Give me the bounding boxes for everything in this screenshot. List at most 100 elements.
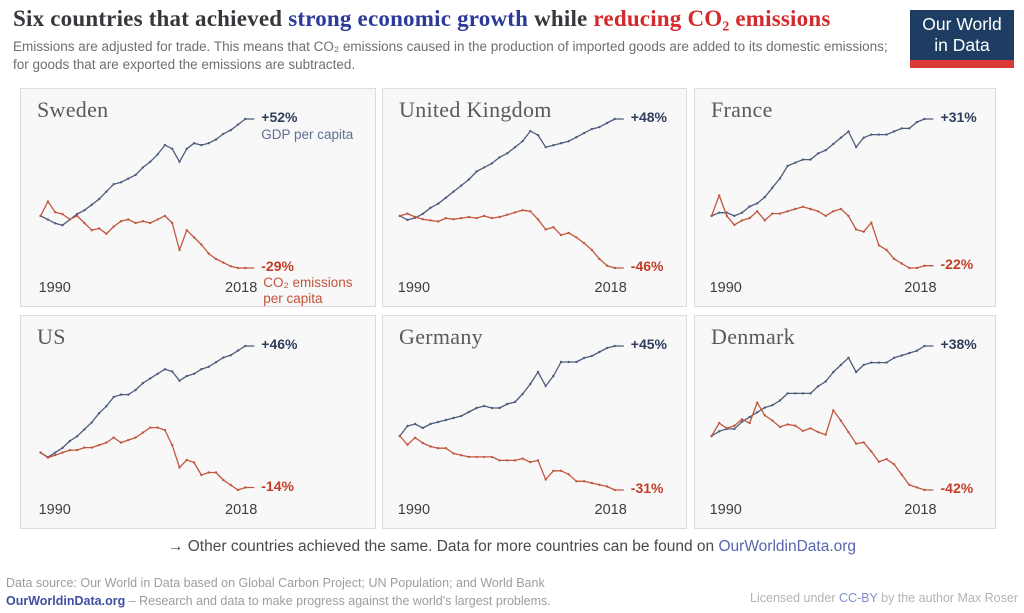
gdp-line-point — [490, 162, 494, 165]
co2-line-point — [490, 455, 494, 459]
gdp-change-label: +46% — [261, 336, 298, 352]
gdp-line-point — [590, 127, 593, 131]
gdp-line-point — [605, 346, 609, 350]
gdp-line-point — [536, 370, 540, 374]
co2-line-point — [900, 473, 903, 476]
license-link[interactable]: CC-BY — [838, 591, 878, 605]
gdp-line-point — [885, 133, 888, 136]
country-title: US — [37, 324, 66, 349]
co2-line-point — [740, 219, 744, 222]
gdp-line-point — [847, 356, 850, 359]
co2-line-point — [771, 419, 774, 422]
gdp-line-point — [149, 160, 152, 163]
footnote: → Other countries achieved the same. Dat… — [0, 538, 1024, 556]
x-axis-end-year: 2018 — [225, 280, 258, 296]
gdp-line-point — [559, 360, 563, 364]
co2-line-point — [559, 233, 563, 237]
co2-line-point — [46, 200, 50, 203]
gdp-line-point — [513, 400, 517, 404]
co2-line-point — [54, 211, 57, 214]
co2-line-point — [575, 236, 578, 239]
co2-line-point — [809, 207, 812, 211]
gdp-line-point — [156, 153, 159, 156]
co2-line-point — [915, 266, 919, 270]
x-axis-start-year: 1990 — [38, 502, 71, 518]
co2-line-point — [83, 446, 86, 449]
x-axis-start-year: 1990 — [38, 280, 71, 296]
co2-line-point — [185, 229, 188, 232]
co2-line-point — [229, 265, 232, 268]
co2-line-point — [429, 219, 432, 222]
gdp-line-point — [460, 414, 463, 418]
gdp-line-point — [61, 224, 64, 227]
gdp-line-point — [748, 415, 751, 419]
co2-line-point — [605, 264, 609, 267]
co2-line-point — [171, 221, 174, 225]
co2-line-point — [559, 469, 563, 472]
co2-line-point — [536, 218, 540, 221]
x-axis-end-year: 2018 — [594, 502, 627, 518]
co2-line-point — [119, 441, 123, 444]
gdp-line-point — [718, 211, 721, 214]
co2-line-point — [575, 480, 578, 483]
gdp-line-point — [877, 361, 881, 364]
co2-line-point — [854, 442, 858, 445]
gdp-line-point — [582, 131, 586, 135]
co2-line-point — [718, 421, 721, 425]
co2-line-point — [444, 447, 448, 450]
gdp-line-point — [786, 164, 789, 168]
co2-line-point — [163, 214, 167, 218]
gdp-line-point — [90, 203, 94, 206]
co2-line-point — [923, 264, 926, 267]
license-pre: Licensed under — [750, 591, 839, 605]
gdp-line-point — [490, 406, 494, 410]
gdp-line-point — [771, 186, 774, 189]
co2-line-point — [521, 209, 524, 212]
co2-line-point — [413, 215, 417, 219]
gdp-line-point — [452, 416, 455, 420]
gdp-line-point — [544, 384, 547, 388]
footnote-link[interactable]: OurWorldinData.org — [718, 538, 857, 555]
gdp-line-point — [529, 382, 532, 386]
gdp-line-point — [506, 402, 509, 406]
chart-panel-france: France +31% -22% 1990 2018 — [694, 88, 996, 307]
gdp-line-point — [134, 173, 137, 177]
gdp-line-point — [192, 372, 196, 375]
co2-line-point — [733, 223, 736, 227]
co2-line-point — [733, 424, 736, 427]
gdp-line-point — [892, 130, 896, 133]
gdp-line-point — [513, 146, 517, 149]
gdp-line-point — [794, 161, 797, 164]
license-line: Licensed under CC-BY by the author Max R… — [750, 591, 1018, 605]
co2-line-point — [39, 451, 42, 454]
co2-line-point — [134, 436, 137, 439]
brand-link[interactable]: OurWorldinData.org — [6, 594, 126, 609]
gdp-line-point — [127, 393, 130, 396]
gdp-line-point — [839, 363, 843, 367]
co2-line-point — [567, 473, 570, 476]
gdp-line-point — [763, 406, 766, 409]
co2-line-point — [801, 205, 805, 208]
co2-line-point — [105, 232, 108, 235]
co2-line-point — [490, 216, 494, 220]
gdp-line-point — [192, 142, 196, 145]
page-title: Six countries that achieved strong econo… — [13, 6, 893, 32]
gdp-line-point — [207, 365, 210, 368]
co2-line-point — [498, 459, 501, 462]
x-axis-end-year: 2018 — [904, 280, 937, 296]
gdp-line-point — [900, 354, 903, 357]
co2-line-point — [244, 486, 247, 489]
gdp-line-point — [475, 170, 478, 173]
gdp-change-label: +48% — [630, 109, 667, 125]
co2-line-point — [421, 441, 424, 445]
country-title: Denmark — [711, 324, 795, 349]
co2-line-point — [725, 427, 728, 430]
co2-line-point — [200, 243, 203, 246]
co2-line-point — [192, 461, 196, 464]
gdp-line-point — [429, 206, 432, 209]
title-part-emissions: reducing CO₂ emissions — [593, 6, 831, 31]
gdp-line-point — [105, 190, 108, 193]
co2-line-point — [413, 436, 417, 439]
gdp-line-point — [801, 392, 805, 395]
gdp-line-point — [171, 147, 174, 150]
